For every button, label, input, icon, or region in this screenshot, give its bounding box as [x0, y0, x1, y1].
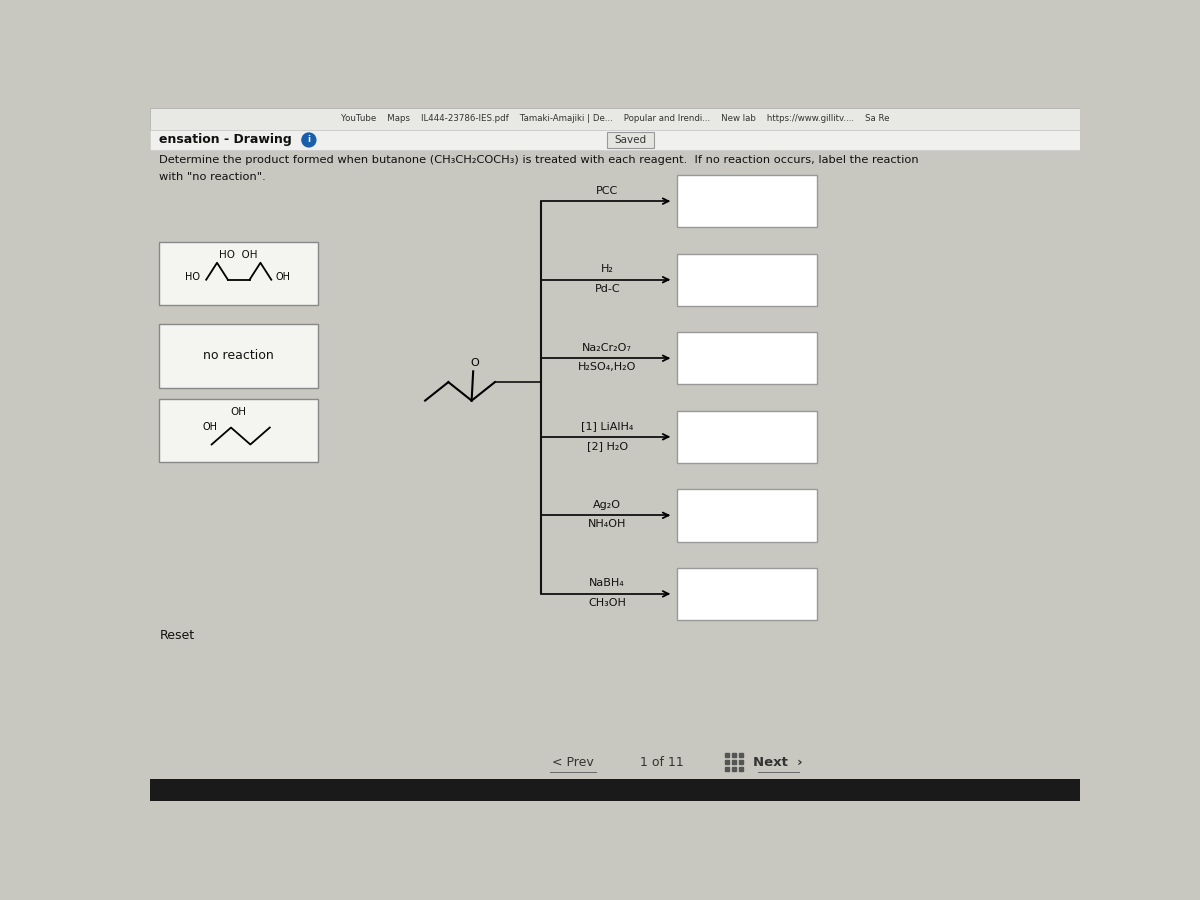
Bar	[677, 254, 816, 306]
Text: Na₂Cr₂O₇: Na₂Cr₂O₇	[582, 343, 632, 353]
Text: Ag₂O: Ag₂O	[593, 500, 622, 510]
Text: Determine the product formed when butanone (CH₃CH₂COCH₃) is treated with each re: Determine the product formed when butano…	[160, 155, 919, 165]
Text: no reaction: no reaction	[203, 349, 274, 363]
Bar	[677, 175, 816, 228]
Text: Pd-C: Pd-C	[594, 284, 620, 293]
Text: < Prev: < Prev	[552, 756, 593, 769]
Bar	[677, 568, 816, 620]
Text: NaBH₄: NaBH₄	[589, 579, 625, 589]
Text: O: O	[470, 358, 479, 368]
Bar	[150, 130, 1080, 150]
Text: OH: OH	[203, 422, 217, 432]
Text: OH: OH	[230, 407, 247, 417]
Text: YouTube    Maps    IL444-23786-IES.pdf    Tamaki-Amajiki | De...    Popular and : YouTube Maps IL444-23786-IES.pdf Tamaki-…	[341, 114, 889, 123]
Text: Reset: Reset	[160, 628, 194, 642]
Text: H₂SO₄,H₂O: H₂SO₄,H₂O	[578, 362, 636, 372]
Circle shape	[302, 133, 316, 147]
Text: NH₄OH: NH₄OH	[588, 519, 626, 529]
Text: with "no reaction".: with "no reaction".	[160, 172, 266, 182]
Bar	[160, 324, 318, 388]
Bar	[150, 108, 1080, 130]
Bar	[677, 490, 816, 542]
Text: H₂: H₂	[601, 265, 613, 274]
Text: 1 of 11: 1 of 11	[640, 756, 683, 769]
Text: ensation - Drawing: ensation - Drawing	[160, 133, 292, 147]
Bar	[160, 242, 318, 305]
Text: [2] H₂O: [2] H₂O	[587, 441, 628, 451]
Bar	[607, 132, 654, 148]
Text: HO  OH: HO OH	[220, 249, 258, 260]
Text: OH: OH	[276, 272, 290, 282]
Bar	[677, 410, 816, 463]
Text: Saved: Saved	[614, 135, 647, 145]
Text: [1] LiAlH₄: [1] LiAlH₄	[581, 421, 634, 431]
Text: HO: HO	[185, 272, 200, 282]
Bar	[150, 779, 1080, 801]
Text: i: i	[307, 136, 311, 145]
Text: CH₃OH: CH₃OH	[588, 598, 626, 608]
Text: PCC: PCC	[596, 185, 618, 196]
Bar	[160, 399, 318, 463]
Bar	[677, 332, 816, 384]
Text: Next  ›: Next ›	[752, 756, 803, 769]
